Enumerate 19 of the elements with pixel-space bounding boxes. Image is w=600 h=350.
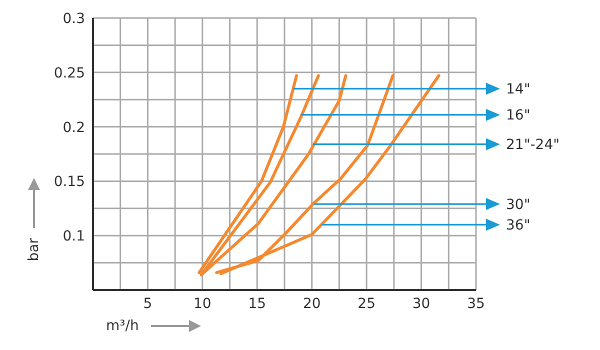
x-tick-label: 35 [467,296,485,312]
y-axis-title: bar [26,238,42,262]
x-axis-title: m³/h [106,318,139,334]
x-tick-label: 10 [194,296,212,312]
y-tick-label: 0.3 [62,10,85,27]
x-tick-label: 30 [412,296,430,312]
y-tick-label: 0.25 [54,65,85,82]
annotation: 14" [506,82,530,98]
x-tick-label: 25 [358,296,376,312]
x-tick-label: 20 [302,296,321,312]
x-tick-label: 5 [143,296,152,312]
annotation: 21"-24" [506,137,560,154]
x-tick-label: 15 [248,296,266,312]
annotation: 16" [506,108,530,124]
y-tick-label: 0.1 [62,228,85,245]
y-tick-label: 0.15 [54,174,85,190]
annotation: 36" [506,218,530,234]
annotation: 30" [506,196,530,213]
y-tick-label: 0.2 [62,120,85,136]
